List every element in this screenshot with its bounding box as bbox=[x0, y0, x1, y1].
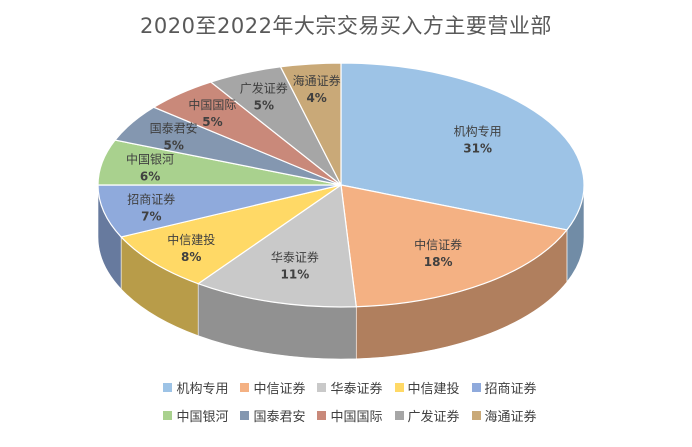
slice-label: 中信证券 bbox=[414, 237, 462, 252]
legend-item: 中信证券 bbox=[240, 378, 305, 397]
legend-label: 中信建投 bbox=[407, 382, 460, 397]
legend-swatch bbox=[317, 383, 327, 392]
legend-swatch bbox=[163, 411, 173, 420]
pie-labels: 机构专用 31% 中信证券 18% 华泰证券 11% 中信建投 8% 招商证券 7% 中国银河 6% 国… bbox=[126, 73, 502, 281]
legend-swatch bbox=[240, 411, 250, 420]
legend-swatch bbox=[240, 383, 250, 392]
legend-label: 中信证券 bbox=[253, 382, 306, 397]
slice-value-label: 18% bbox=[424, 255, 453, 269]
legend-item: 中国银河 bbox=[163, 406, 228, 425]
slice-label: 广发证券 bbox=[240, 80, 288, 95]
slice-value-label: 5% bbox=[163, 138, 183, 152]
legend-item: 中信建投 bbox=[394, 378, 460, 397]
slice-label: 中国国际 bbox=[188, 97, 236, 112]
pie-slices bbox=[97, 62, 585, 308]
legend-swatch bbox=[394, 411, 404, 420]
legend-item: 华泰证券 bbox=[317, 378, 383, 397]
chart-title: 2020至2022年大宗交易买入方主要营业部 bbox=[140, 14, 552, 38]
slice-label: 招商证券 bbox=[127, 191, 175, 206]
slice-label: 国泰君安 bbox=[150, 120, 198, 135]
slice-value-label: 5% bbox=[202, 115, 222, 129]
legend-label: 广发证券 bbox=[407, 410, 460, 425]
legend-item: 中国国际 bbox=[317, 406, 383, 425]
slice-label: 海通证券 bbox=[293, 73, 341, 88]
legend-label: 中国国际 bbox=[330, 410, 383, 425]
legend-swatch bbox=[394, 383, 404, 392]
slice-招商证券 bbox=[97, 184, 342, 238]
slice-value-label: 7% bbox=[141, 209, 161, 223]
legend-swatch bbox=[317, 411, 327, 420]
legend-label: 招商证券 bbox=[484, 382, 537, 397]
slice-label: 中国银河 bbox=[126, 152, 174, 167]
slice-value-label: 4% bbox=[306, 91, 326, 105]
legend-item: 国泰君安 bbox=[240, 406, 305, 425]
slice-label: 机构专用 bbox=[454, 123, 502, 138]
legend-item: 机构专用 bbox=[163, 378, 228, 397]
slice-value-label: 5% bbox=[254, 98, 274, 112]
legend-item: 广发证券 bbox=[394, 406, 460, 425]
legend-swatch bbox=[163, 383, 173, 392]
slice-中信建投 bbox=[119, 184, 342, 285]
legend-row: 中国银河 国泰君安 中国国际 广发证券 海通证券 bbox=[80, 406, 620, 425]
slice-value-label: 31% bbox=[463, 141, 492, 155]
slice-label: 中信建投 bbox=[167, 232, 215, 247]
slice-value-label: 11% bbox=[281, 268, 310, 282]
legend-item: 海通证券 bbox=[471, 406, 537, 425]
legend: 机构专用 中信证券 华泰证券 中信建投 招商证券中国银河 国泰君安 中国国际 广发证券 海通证券 bbox=[80, 378, 620, 434]
legend-label: 中国银河 bbox=[176, 410, 229, 425]
slice-label: 华泰证券 bbox=[271, 250, 319, 265]
slice-value-label: 8% bbox=[181, 250, 201, 264]
legend-swatch bbox=[471, 383, 481, 392]
legend-row: 机构专用 中信证券 华泰证券 中信建投 招商证券 bbox=[80, 378, 620, 397]
slice-华泰证券 bbox=[196, 183, 357, 308]
legend-label: 海通证券 bbox=[484, 410, 537, 425]
legend-swatch bbox=[471, 411, 481, 420]
legend-item: 招商证券 bbox=[471, 378, 537, 397]
legend-label: 华泰证券 bbox=[330, 382, 383, 397]
slice-海通证券 bbox=[279, 62, 342, 186]
legend-label: 机构专用 bbox=[176, 382, 229, 397]
legend-label: 国泰君安 bbox=[253, 410, 306, 425]
slice-value-label: 6% bbox=[140, 170, 160, 184]
slice-中信证券 bbox=[340, 184, 569, 308]
slice-机构专用 bbox=[340, 62, 585, 231]
